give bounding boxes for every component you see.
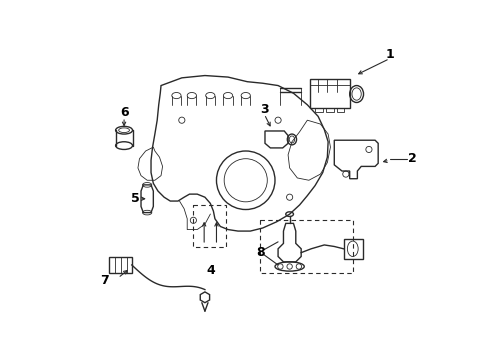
Bar	[326, 108, 334, 112]
Bar	[311, 78, 350, 108]
Bar	[194, 205, 226, 247]
Text: 5: 5	[131, 192, 140, 205]
Text: 2: 2	[409, 152, 417, 165]
Bar	[315, 108, 323, 112]
Bar	[260, 220, 353, 273]
Bar	[343, 239, 363, 259]
Text: 3: 3	[260, 103, 269, 116]
Bar	[109, 257, 132, 273]
Text: 7: 7	[100, 274, 109, 287]
Text: 1: 1	[385, 48, 394, 61]
Text: 4: 4	[206, 264, 215, 277]
Text: 8: 8	[256, 246, 265, 259]
Text: 6: 6	[120, 106, 128, 119]
Bar	[337, 108, 344, 112]
